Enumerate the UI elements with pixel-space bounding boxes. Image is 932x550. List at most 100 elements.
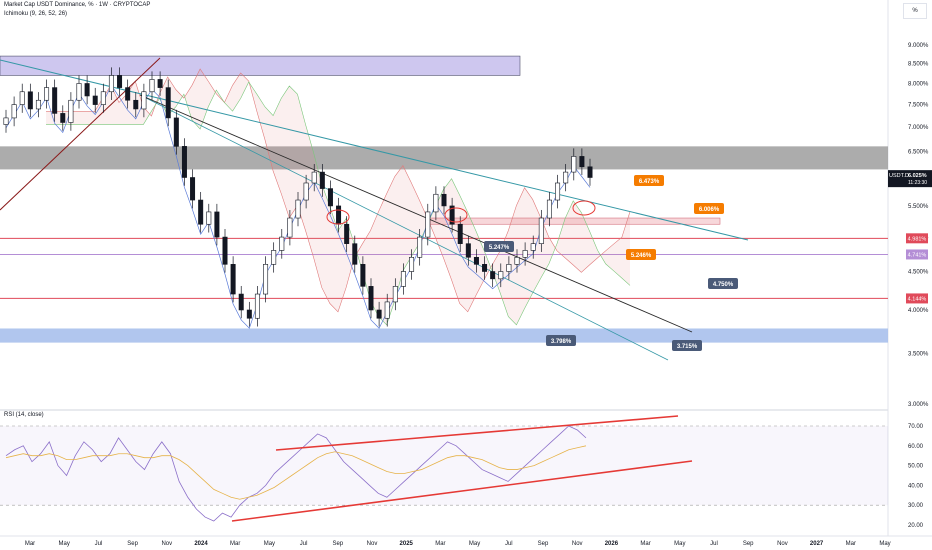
price-callout-box	[626, 249, 656, 260]
y-tick-label: 8.500%	[908, 62, 929, 68]
candle-body	[344, 223, 350, 244]
rsi-tick-label: 20.00	[908, 523, 924, 529]
x-tick-label: May	[469, 541, 480, 547]
candle-body	[530, 243, 536, 251]
candle-body	[190, 177, 196, 201]
candle-body	[449, 205, 455, 225]
candle-body	[522, 250, 528, 258]
x-tick-label: Nov	[161, 541, 172, 547]
candle-body	[173, 117, 179, 147]
candle-body	[546, 199, 552, 219]
x-tick-label: Sep	[743, 541, 754, 547]
candle-body	[376, 309, 382, 319]
trendline-teal-upper	[0, 59, 749, 241]
candle-body	[571, 156, 577, 173]
candle-body	[587, 166, 593, 178]
candle-body	[3, 117, 9, 125]
y-tick-label: 9.000%	[908, 43, 929, 49]
rsi-label[interactable]: RSI (14, close)	[4, 412, 44, 418]
rsi-tick-label: 70.00	[908, 424, 924, 430]
y-tick-label: 3.500%	[908, 352, 929, 358]
candle-body	[336, 205, 342, 225]
top-marker-ellipse	[444, 207, 468, 223]
candle-body	[425, 211, 431, 238]
percent-scale-button[interactable]: %	[903, 3, 927, 19]
price-callout-box	[672, 340, 702, 351]
candle-body	[384, 301, 390, 319]
candle-body	[360, 264, 366, 287]
candle-body	[563, 171, 569, 184]
candle-body	[92, 95, 98, 105]
candle-body	[222, 236, 228, 265]
x-tick-label: 2025	[400, 541, 414, 547]
price-callout-label: 5.247%	[489, 245, 510, 251]
price-callout-box	[546, 335, 576, 346]
x-tick-label: Jul	[300, 541, 308, 547]
x-tick-label: Mar	[25, 541, 35, 547]
candle-body	[206, 211, 212, 225]
ichimoku-label[interactable]: Ichimoku (9, 26, 52, 26)	[4, 11, 68, 17]
rsi-tick-label: 40.00	[908, 483, 924, 489]
candle-body	[254, 293, 260, 319]
candle-body	[441, 193, 447, 207]
candle-body	[295, 199, 301, 219]
candle-body	[230, 264, 236, 295]
last-price-countdown: 11:23:30	[908, 180, 927, 186]
candle-body	[263, 264, 269, 295]
price-callout-box	[694, 203, 724, 214]
candle-body	[149, 79, 155, 93]
x-tick-label: Nov	[367, 541, 378, 547]
x-tick-label: Nov	[777, 541, 788, 547]
price-callout-label: 6.006%	[699, 207, 720, 213]
x-tick-label: Nov	[572, 541, 583, 547]
trendline-red-rise	[0, 57, 161, 211]
candle-body	[52, 87, 58, 114]
y-tick-label: 4.000%	[908, 308, 929, 314]
candle-body	[579, 156, 585, 168]
y-tick-label: 7.500%	[908, 103, 929, 109]
x-tick-label: 2026	[605, 541, 619, 547]
candle-body	[198, 199, 204, 225]
candle-body	[181, 146, 187, 178]
price-callout-label: 6.473%	[639, 179, 660, 185]
candle-body	[60, 113, 66, 123]
candle-body	[44, 87, 50, 101]
last-price-value: 6.025%	[908, 173, 927, 179]
x-tick-label: May	[264, 541, 275, 547]
candle-body	[506, 264, 512, 272]
x-tick-label: 2024	[194, 541, 208, 547]
x-tick-label: May	[59, 541, 70, 547]
trendline-black	[139, 94, 693, 333]
candle-body	[279, 236, 285, 251]
x-tick-label: Sep	[332, 541, 343, 547]
price-callout-label: 3.715%	[677, 344, 698, 350]
candle-body	[157, 79, 163, 88]
x-tick-label: Jul	[505, 541, 513, 547]
price-callout-label: 4.750%	[713, 282, 734, 288]
candle-body	[417, 236, 423, 258]
y-tick-label: 8.000%	[908, 81, 929, 87]
price-callout-box	[708, 278, 738, 289]
candle-body	[482, 264, 488, 272]
candle-body	[214, 211, 220, 238]
candle-body	[11, 104, 17, 119]
rsi-lower-channel	[231, 460, 693, 522]
candle-body	[473, 256, 479, 265]
rsi-series-line	[5, 445, 587, 500]
price-axis	[888, 0, 932, 550]
x-tick-label: Sep	[538, 541, 549, 547]
candle-body	[27, 91, 33, 110]
candle-body	[352, 243, 358, 265]
price-callout-box	[484, 241, 514, 252]
axis-level-box	[906, 249, 928, 260]
x-tick-label: Mar	[230, 541, 240, 547]
candle-body	[368, 286, 374, 311]
x-tick-label: Sep	[127, 541, 138, 547]
y-tick-label: 4.500%	[908, 270, 929, 276]
candle-body	[271, 250, 277, 265]
last-price-ticker: USDT.D	[889, 173, 909, 179]
y-tick-label: 7.000%	[908, 125, 929, 131]
candle-body	[490, 271, 496, 280]
